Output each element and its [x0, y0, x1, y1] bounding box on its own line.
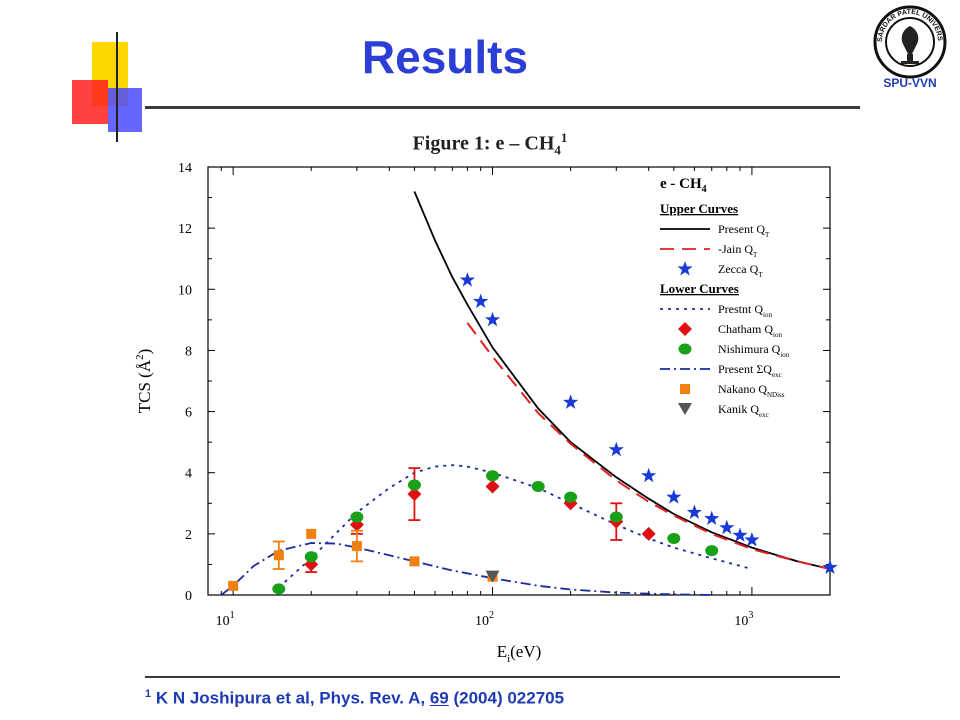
legend-kanik-qexc-swatch	[678, 403, 692, 415]
y-axis-label: TCS (Å2)	[134, 349, 154, 414]
series-chatham-qion-point	[349, 517, 364, 532]
series-nakano-qndiss-point	[409, 556, 420, 567]
reference-divider	[145, 676, 840, 678]
y-tick-label: 8	[185, 344, 192, 359]
legend-nishimura-qion-label: Nishimura Qion	[718, 342, 790, 359]
figure-caption-text: Figure 1: e – CH	[412, 132, 555, 155]
legend-kanik-qexc-label: Kanik Qexc	[718, 402, 769, 419]
y-tick-label: 14	[178, 161, 192, 176]
series-zecca-qt-point	[608, 441, 624, 457]
series-present-qt-line	[413, 191, 831, 570]
series-prestnt-qion-line	[278, 464, 753, 589]
deco-vertical-line	[116, 32, 118, 142]
series-jain-qt-line	[466, 322, 831, 570]
series-nishimura-qion-point	[486, 470, 500, 482]
series-zecca-qt-point	[822, 559, 838, 574]
y-tick-label: 12	[178, 222, 192, 237]
series-zecca-qt-point	[704, 510, 720, 525]
series-zecca-qt-point	[744, 532, 760, 547]
y-tick-label: 2	[185, 528, 192, 543]
series-zecca-qt-point	[484, 311, 501, 327]
deco-blue-block	[108, 88, 142, 132]
logo-label: SPU-VVN	[883, 76, 937, 90]
series-nishimura-qion-point	[705, 545, 719, 557]
reference-text: K N Joshipura et al, Phys. Rev. A,	[151, 688, 430, 708]
series-nakano-qndiss-point	[273, 550, 284, 561]
series-zecca-qt-point	[666, 489, 682, 504]
reference-volume: 69	[429, 688, 449, 708]
series-nishimura-qion-point	[407, 479, 421, 491]
series-zecca-qt-point	[473, 293, 489, 308]
reference-footnote: 1 K N Joshipura et al, Phys. Rev. A, 69 …	[145, 688, 564, 709]
tcs-chart: 0 2 4 6 8 10 12 14 101 102 103 Ei(eV) TCS (Å2) e - CH…	[134, 161, 838, 665]
legend-chatham-qion-swatch	[678, 322, 692, 336]
title-divider	[145, 106, 860, 109]
legend-group-lower: Lower Curves	[660, 281, 739, 296]
reference-rest: (2004) 022705	[448, 688, 565, 708]
series-nakano-qndiss-point	[351, 541, 362, 552]
series-nishimura-qion-point	[304, 551, 318, 563]
reference-sup: 1	[145, 688, 152, 700]
series-nishimura-qion-point	[350, 511, 364, 523]
university-seal-logo: SARDAR PATEL UNIVERSITY	[872, 4, 947, 79]
series-nakano-qndiss-point	[306, 528, 317, 539]
x-tick-label: 103	[734, 610, 753, 629]
legend-jain-qt-label: -Jain QT	[718, 242, 758, 259]
series-zecca-qt-point	[641, 467, 657, 483]
y-tick-label: 4	[185, 467, 192, 482]
series-kanik-qexc-point	[485, 570, 500, 583]
series-zecca-qt-point	[719, 519, 735, 535]
series-nakano-qndiss-point	[228, 580, 239, 591]
y-tick-label: 6	[185, 406, 192, 421]
legend-zecca-qt-label: Zecca QT	[718, 262, 763, 279]
series-present-qexc-line	[220, 542, 712, 596]
series-nishimura-qion-point	[609, 511, 623, 523]
y-tick-label: 10	[178, 283, 192, 298]
x-tick-label: 101	[216, 610, 235, 629]
legend-zecca-qt-swatch	[677, 261, 693, 276]
series-zecca-qt-point	[563, 394, 579, 409]
slide-title: Results	[361, 31, 529, 83]
legend-nakano-qndiss-swatch	[680, 384, 690, 394]
legend-title: e - CH4	[660, 176, 707, 195]
series-nishimura-qion-point	[667, 532, 681, 544]
series-chatham-qion-point	[485, 479, 500, 494]
x-tick-label: 102	[475, 610, 494, 629]
y-tick-label: 0	[185, 589, 192, 604]
series-chatham-qion-point	[407, 487, 422, 502]
series-nishimura-qion-point	[272, 583, 286, 595]
legend-nakano-qndiss-label: Nakano QNDiss	[718, 382, 785, 399]
x-axis-label: Ei(eV)	[497, 642, 542, 665]
figure-caption: Figure 1: e – CH41	[360, 130, 620, 159]
deco-red-block	[72, 80, 108, 124]
series-zecca-qt-point	[732, 527, 748, 542]
legend-prestnt-qion-label: Prestnt Qion	[718, 302, 772, 319]
series-zecca-qt-point	[686, 504, 702, 519]
series-chatham-qion-point	[641, 526, 656, 541]
figure-caption-sub: 4	[554, 142, 561, 158]
legend-present-qt-label: Present QT	[718, 222, 770, 239]
legend-present-qexc-label: Present ΣQexc	[718, 362, 782, 379]
legend-nishimura-qion-swatch	[678, 343, 692, 355]
series-nishimura-qion-point	[564, 491, 578, 503]
figure-caption-sup: 1	[560, 130, 568, 145]
series-zecca-qt-point	[459, 272, 475, 287]
series-nishimura-qion-point	[531, 480, 545, 492]
legend-chatham-qion-label: Chatham Qion	[718, 322, 782, 339]
legend-group-upper: Upper Curves	[660, 201, 738, 216]
